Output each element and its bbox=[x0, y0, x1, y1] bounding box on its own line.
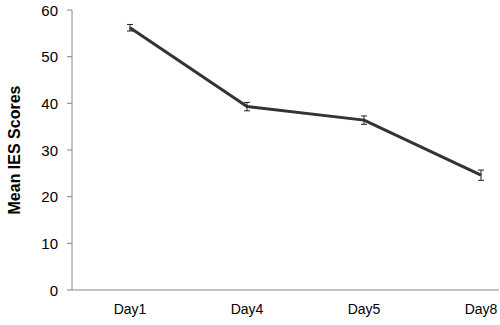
x-tick-label: Day5 bbox=[348, 301, 381, 317]
y-tick-label: 20 bbox=[41, 188, 58, 205]
y-tick-label: 30 bbox=[41, 142, 58, 159]
plot-marks bbox=[127, 24, 484, 180]
error-bar bbox=[478, 170, 484, 180]
error-cap bbox=[244, 110, 250, 111]
error-cap bbox=[361, 115, 367, 116]
y-tick bbox=[67, 103, 72, 104]
error-cap bbox=[478, 180, 484, 181]
error-cap bbox=[127, 24, 133, 25]
y-tick-label: 40 bbox=[41, 95, 58, 112]
y-tick bbox=[67, 56, 72, 57]
y-tick bbox=[67, 10, 72, 11]
chart: 0 10 20 30 40 50 60 Day1 Day4 Day5 Day8 Mean IES Sc… bbox=[0, 0, 500, 325]
y-tick bbox=[67, 150, 72, 151]
error-stem bbox=[247, 102, 248, 110]
error-bar bbox=[127, 24, 133, 31]
x-tick-label: Day1 bbox=[114, 301, 147, 317]
error-cap bbox=[361, 124, 367, 125]
error-stem bbox=[364, 116, 365, 124]
error-bar bbox=[244, 102, 250, 110]
x-axis bbox=[72, 290, 499, 291]
y-tick-label: 0 bbox=[50, 282, 58, 299]
y-tick-label: 50 bbox=[41, 48, 58, 65]
y-tick bbox=[67, 196, 72, 197]
line bbox=[130, 28, 481, 175]
error-cap bbox=[478, 170, 484, 171]
error-stem bbox=[130, 24, 131, 31]
error-cap bbox=[127, 31, 133, 32]
error-stem bbox=[481, 170, 482, 180]
y-tick-label: 10 bbox=[41, 235, 58, 252]
x-tick-label: Day4 bbox=[231, 301, 264, 317]
error-bar bbox=[361, 116, 367, 124]
error-cap bbox=[244, 102, 250, 103]
y-axis-label: Mean IES Scores bbox=[6, 85, 23, 214]
y-tick bbox=[67, 243, 72, 244]
x-tick-label: Day8 bbox=[465, 301, 498, 317]
y-tick bbox=[67, 290, 72, 291]
y-tick-label: 60 bbox=[41, 2, 58, 19]
